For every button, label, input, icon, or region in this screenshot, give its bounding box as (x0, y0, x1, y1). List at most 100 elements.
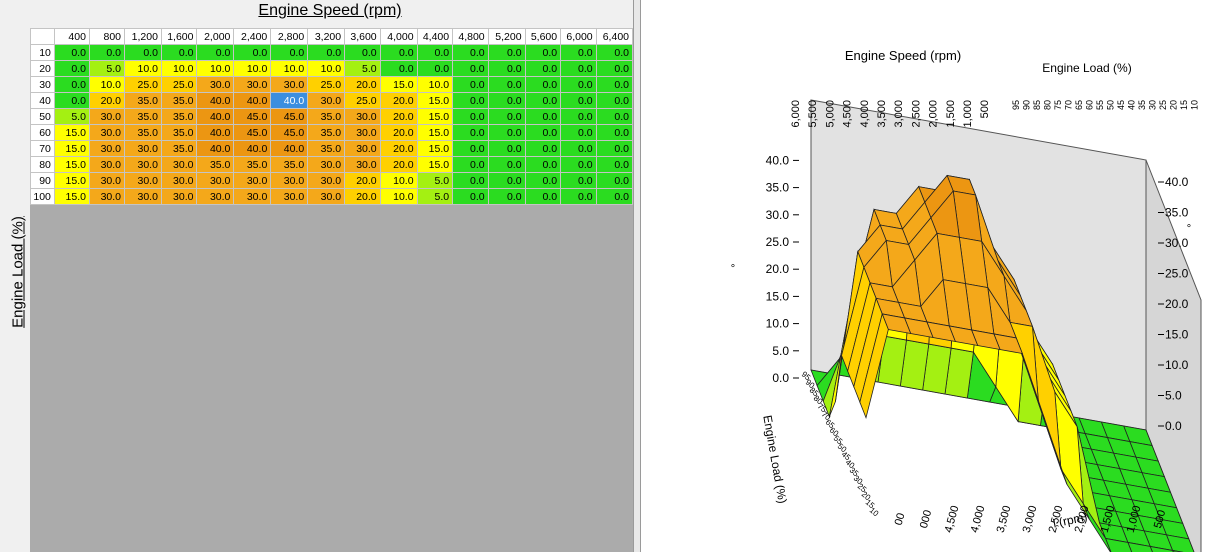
map-cell[interactable]: 0.0 (487, 108, 526, 125)
map-cell[interactable]: 0.0 (524, 92, 562, 109)
map-cell[interactable]: 35.0 (307, 124, 346, 141)
map-cell[interactable]: 0.0 (452, 108, 489, 125)
map-cell[interactable]: 0.0 (560, 44, 597, 61)
map-cell[interactable]: 0.0 (595, 76, 634, 93)
map-cell[interactable]: 0.0 (560, 140, 597, 157)
map-cell[interactable]: 0.0 (416, 44, 454, 61)
map-cell[interactable]: 0.0 (452, 156, 489, 173)
map-cell[interactable]: 15.0 (53, 172, 90, 189)
map-cell[interactable]: 0.0 (595, 140, 634, 157)
map-cell[interactable]: 0.0 (595, 188, 634, 205)
map-cell[interactable]: 30.0 (124, 188, 162, 205)
map-cell[interactable]: 0.0 (379, 44, 418, 61)
map-cell[interactable]: 40.0 (233, 92, 272, 109)
map-cell[interactable]: 0.0 (560, 60, 597, 77)
map-cell[interactable]: 45.0 (233, 108, 272, 125)
map-cell[interactable]: 0.0 (560, 172, 597, 189)
map-cell[interactable]: 0.0 (524, 124, 562, 141)
map-cell[interactable]: 10.0 (307, 60, 346, 77)
surface-plot-pane[interactable]: 0.0 5.0 10.0 15.0 20.0 25.0 30.0 35.0 40.0 0.0 5.0… (641, 0, 1217, 552)
map-cell[interactable]: 0.0 (344, 44, 381, 61)
map-cell[interactable]: 30.0 (307, 172, 346, 189)
map-cell[interactable]: 15.0 (53, 124, 90, 141)
map-cell[interactable]: 30.0 (233, 76, 272, 93)
map-cell[interactable]: 0.0 (487, 76, 526, 93)
map-cell[interactable]: 0.0 (196, 44, 235, 61)
map-cell[interactable]: 30.0 (196, 188, 235, 205)
map-cell[interactable]: 40.0 (196, 140, 235, 157)
map-cell[interactable]: 30.0 (233, 172, 272, 189)
map-cell[interactable]: 10.0 (270, 60, 309, 77)
map-cell[interactable]: 20.0 (344, 76, 381, 93)
map-cell[interactable]: 0.0 (595, 108, 634, 125)
map-cell[interactable]: 5.0 (416, 172, 454, 189)
map-cell[interactable]: 0.0 (560, 124, 597, 141)
map-cell[interactable]: 0.0 (595, 124, 634, 141)
map-cell[interactable]: 0.0 (595, 44, 634, 61)
map-cell[interactable]: 0.0 (88, 44, 126, 61)
map-cell[interactable]: 30.0 (160, 172, 198, 189)
map-cell[interactable]: 0.0 (487, 92, 526, 109)
map-cell[interactable]: 0.0 (452, 92, 489, 109)
map-cell[interactable]: 5.0 (416, 188, 454, 205)
map-cell[interactable]: 0.0 (233, 44, 272, 61)
map-cell[interactable]: 20.0 (379, 140, 418, 157)
map-cell[interactable]: 0.0 (452, 60, 489, 77)
map-cell[interactable]: 0.0 (524, 172, 562, 189)
3d-surface-plot[interactable]: 0.0 5.0 10.0 15.0 20.0 25.0 30.0 35.0 40.0 0.0 5.0… (641, 0, 1217, 552)
map-cell[interactable]: 40.0 (196, 108, 235, 125)
map-cell[interactable]: 35.0 (307, 108, 346, 125)
map-cell[interactable]: 35.0 (233, 156, 272, 173)
map-cell[interactable]: 5.0 (344, 60, 381, 77)
map-cell[interactable]: 0.0 (487, 140, 526, 157)
map-cell[interactable]: 30.0 (88, 188, 126, 205)
map-cell[interactable]: 20.0 (344, 172, 381, 189)
map-cell[interactable]: 0.0 (595, 92, 634, 109)
map-cell[interactable]: 30.0 (233, 188, 272, 205)
map-cell[interactable]: 35.0 (124, 124, 162, 141)
map-cell[interactable]: 0.0 (560, 188, 597, 205)
map-cell[interactable]: 30.0 (344, 140, 381, 157)
map-cell[interactable]: 10.0 (88, 76, 126, 93)
map-cell[interactable]: 35.0 (124, 108, 162, 125)
map-cell[interactable]: 0.0 (560, 108, 597, 125)
map-cell[interactable]: 10.0 (160, 60, 198, 77)
map-cell[interactable]: 20.0 (88, 92, 126, 109)
map-cell[interactable]: 30.0 (160, 156, 198, 173)
map-cell[interactable]: 0.0 (487, 188, 526, 205)
map-cell[interactable]: 0.0 (487, 124, 526, 141)
map-cell[interactable]: 25.0 (124, 76, 162, 93)
map-cell[interactable]: 0.0 (487, 44, 526, 61)
map-cell[interactable]: 45.0 (270, 124, 309, 141)
map-cell[interactable]: 0.0 (53, 60, 90, 77)
map-cell[interactable]: 0.0 (524, 44, 562, 61)
map-cell[interactable]: 0.0 (53, 92, 90, 109)
map-cell[interactable]: 30.0 (124, 140, 162, 157)
map-cell[interactable]: 10.0 (233, 60, 272, 77)
map-cell[interactable]: 30.0 (196, 76, 235, 93)
map-cell[interactable]: 0.0 (452, 172, 489, 189)
map-cell[interactable]: 0.0 (487, 156, 526, 173)
map-cell[interactable]: 0.0 (524, 108, 562, 125)
map-cell[interactable]: 30.0 (344, 124, 381, 141)
map-cell[interactable]: 30.0 (88, 156, 126, 173)
map-cell[interactable]: 30.0 (160, 188, 198, 205)
map-cell[interactable]: 35.0 (124, 92, 162, 109)
map-cell[interactable]: 0.0 (524, 76, 562, 93)
map-cell[interactable]: 5.0 (88, 60, 126, 77)
map-cell[interactable]: 0.0 (524, 188, 562, 205)
map-cell[interactable]: 30.0 (88, 172, 126, 189)
map-cell[interactable]: 0.0 (270, 44, 309, 61)
map-cell[interactable]: 10.0 (124, 60, 162, 77)
map-cell[interactable]: 35.0 (270, 156, 309, 173)
map-cell[interactable]: 0.0 (452, 124, 489, 141)
map-cell[interactable]: 30.0 (307, 92, 346, 109)
map-cell[interactable]: 0.0 (307, 44, 346, 61)
map-cell[interactable]: 15.0 (416, 108, 454, 125)
map-cell[interactable]: 10.0 (416, 76, 454, 93)
map-cell[interactable]: 45.0 (233, 124, 272, 141)
map-cell[interactable]: 30.0 (88, 108, 126, 125)
map-cell[interactable]: 40.0 (196, 92, 235, 109)
map-cell[interactable]: 0.0 (487, 60, 526, 77)
map-cell[interactable]: 30.0 (124, 172, 162, 189)
